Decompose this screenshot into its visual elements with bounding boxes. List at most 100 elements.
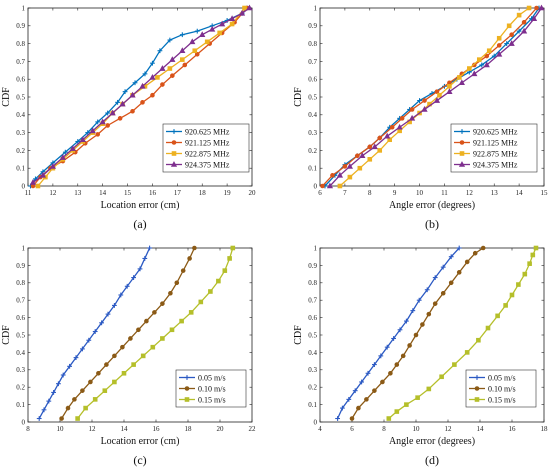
y-tick-label: 0.5 <box>16 331 25 339</box>
data-point <box>526 5 532 11</box>
data-point <box>495 313 500 319</box>
data-point <box>117 116 123 121</box>
x-axis-label: Location error (cm) <box>101 436 180 447</box>
data-point <box>69 145 76 151</box>
legend-entry: 0.15 m/s <box>198 395 226 404</box>
y-tick-label: 0.1 <box>16 401 25 409</box>
data-point <box>484 53 490 59</box>
data-point <box>160 336 165 341</box>
x-tick-label: 8 <box>368 189 372 197</box>
legend-entry: 0.10 m/s <box>488 384 516 393</box>
y-tick-label: 0.4 <box>308 349 317 357</box>
data-point <box>407 343 412 348</box>
y-tick-label: 1 <box>22 244 26 252</box>
x-tick-label: 18 <box>185 425 193 433</box>
x-tick-label: 6 <box>318 189 322 197</box>
y-tick-label: 0.3 <box>16 129 25 137</box>
y-tick-label: 0 <box>314 182 318 190</box>
legend-entry: 0.05 m/s <box>198 373 226 382</box>
y-tick-label: 0.7 <box>16 58 25 66</box>
y-tick-label: 0.4 <box>16 111 25 119</box>
legend: 920.625 MHz 921.125 MHz 922.875 MHz 924.375… <box>162 123 250 173</box>
y-tick-label: 0.8 <box>308 40 317 48</box>
data-point <box>49 162 56 169</box>
y-tick-label: 1 <box>314 4 318 12</box>
data-point <box>140 100 145 105</box>
legend-entry: 921.125 MHz <box>185 138 230 147</box>
data-point <box>509 32 514 38</box>
data-point <box>150 92 155 98</box>
legend-entry: 0.10 m/s <box>198 384 226 393</box>
data-point <box>496 50 503 57</box>
data-point <box>448 280 454 286</box>
data-point <box>446 88 453 94</box>
data-point <box>380 379 385 385</box>
data-point <box>29 179 37 185</box>
x-tick-label: 18 <box>541 425 549 433</box>
legend-swatch-marker <box>184 397 190 402</box>
data-point <box>464 350 470 355</box>
data-point <box>496 35 502 41</box>
panel-caption: (a) <box>133 217 146 231</box>
data-point <box>439 374 444 380</box>
data-point <box>39 171 47 178</box>
legend-entry: 924.375 MHz <box>473 160 518 169</box>
y-tick-label: 0.6 <box>16 314 25 322</box>
data-point <box>471 70 478 77</box>
data-point <box>92 397 98 402</box>
data-point <box>35 183 41 189</box>
data-point <box>155 75 160 80</box>
y-tick-label: 0.8 <box>308 279 317 287</box>
x-tick-label: 16 <box>153 425 161 433</box>
y-tick-label: 0.8 <box>16 279 25 287</box>
y-tick-label: 0.1 <box>308 165 317 173</box>
y-tick-label: 0 <box>22 182 26 190</box>
data-point <box>187 256 192 261</box>
y-tick-label: 0.8 <box>16 40 25 48</box>
data-point <box>144 318 149 324</box>
y-tick-label: 0.2 <box>308 384 317 392</box>
data-point <box>496 43 502 48</box>
data-point <box>139 82 146 89</box>
data-point <box>104 362 109 367</box>
y-axis-label: CDF <box>293 87 304 107</box>
y-tick-label: 0.2 <box>308 147 317 155</box>
x-tick-label: 11 <box>441 189 448 197</box>
data-point <box>347 174 353 180</box>
data-point <box>506 23 512 29</box>
x-tick-label: 18 <box>199 189 207 197</box>
data-point <box>437 92 442 98</box>
series-0-15-m-s <box>386 245 539 421</box>
panel-caption: (c) <box>133 453 146 467</box>
data-point <box>372 388 377 393</box>
data-point <box>426 311 432 317</box>
data-point <box>389 124 395 130</box>
x-tick-label: 12 <box>466 189 474 197</box>
y-tick-label: 0.9 <box>16 262 25 270</box>
x-tick-label: 15 <box>541 189 549 197</box>
data-point <box>457 75 462 80</box>
y-tick-label: 0.2 <box>16 384 25 392</box>
data-point <box>102 388 108 393</box>
data-point <box>522 271 528 277</box>
legend-entry: 0.05 m/s <box>488 373 516 382</box>
series-0-05-m-s <box>36 245 152 421</box>
chart-panel-2: 6 7 8 9 10 11 12 13 14 15 0 0.1 0.2 0.3 0.4 0.5 0.6 0.7 0.… <box>293 4 548 231</box>
data-point <box>75 416 80 421</box>
x-tick-label: 14 <box>516 189 524 197</box>
data-point <box>534 5 539 11</box>
legend-swatch-marker <box>184 386 190 391</box>
series-922-875-mhz <box>337 5 532 189</box>
y-tick-label: 0.4 <box>308 111 317 119</box>
data-point <box>413 332 419 338</box>
data-point <box>422 98 427 103</box>
x-tick-label: 14 <box>99 189 107 197</box>
data-point <box>456 270 462 275</box>
data-point <box>336 171 344 178</box>
y-tick-label: 0.1 <box>308 401 317 409</box>
data-point <box>179 318 184 324</box>
data-point <box>432 301 438 306</box>
data-point <box>80 388 85 393</box>
data-point <box>452 362 457 367</box>
data-point <box>105 123 110 128</box>
